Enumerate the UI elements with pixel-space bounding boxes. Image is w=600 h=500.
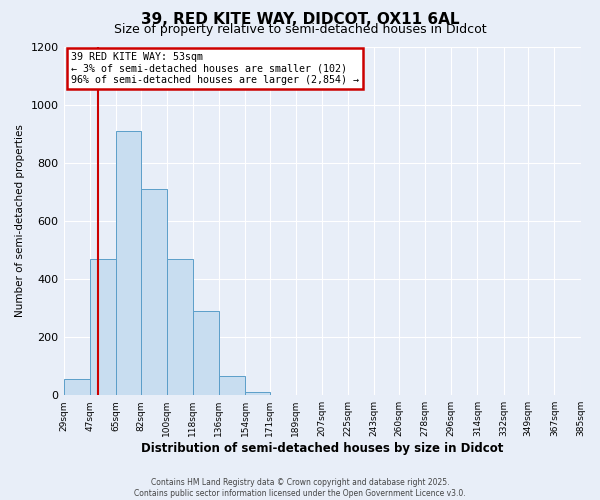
- Bar: [219, 376, 245, 395]
- X-axis label: Distribution of semi-detached houses by size in Didcot: Distribution of semi-detached houses by …: [141, 442, 503, 455]
- Bar: [140, 189, 167, 395]
- Y-axis label: Number of semi-detached properties: Number of semi-detached properties: [15, 124, 25, 318]
- Bar: [89, 258, 116, 395]
- Bar: [64, 379, 89, 395]
- Bar: [245, 392, 270, 395]
- Bar: [116, 131, 140, 395]
- Text: Contains HM Land Registry data © Crown copyright and database right 2025.
Contai: Contains HM Land Registry data © Crown c…: [134, 478, 466, 498]
- Text: 39 RED KITE WAY: 53sqm
← 3% of semi-detached houses are smaller (102)
96% of sem: 39 RED KITE WAY: 53sqm ← 3% of semi-deta…: [71, 52, 359, 85]
- Bar: [167, 258, 193, 395]
- Text: Size of property relative to semi-detached houses in Didcot: Size of property relative to semi-detach…: [113, 22, 487, 36]
- Text: 39, RED KITE WAY, DIDCOT, OX11 6AL: 39, RED KITE WAY, DIDCOT, OX11 6AL: [141, 12, 459, 28]
- Bar: [193, 311, 219, 395]
